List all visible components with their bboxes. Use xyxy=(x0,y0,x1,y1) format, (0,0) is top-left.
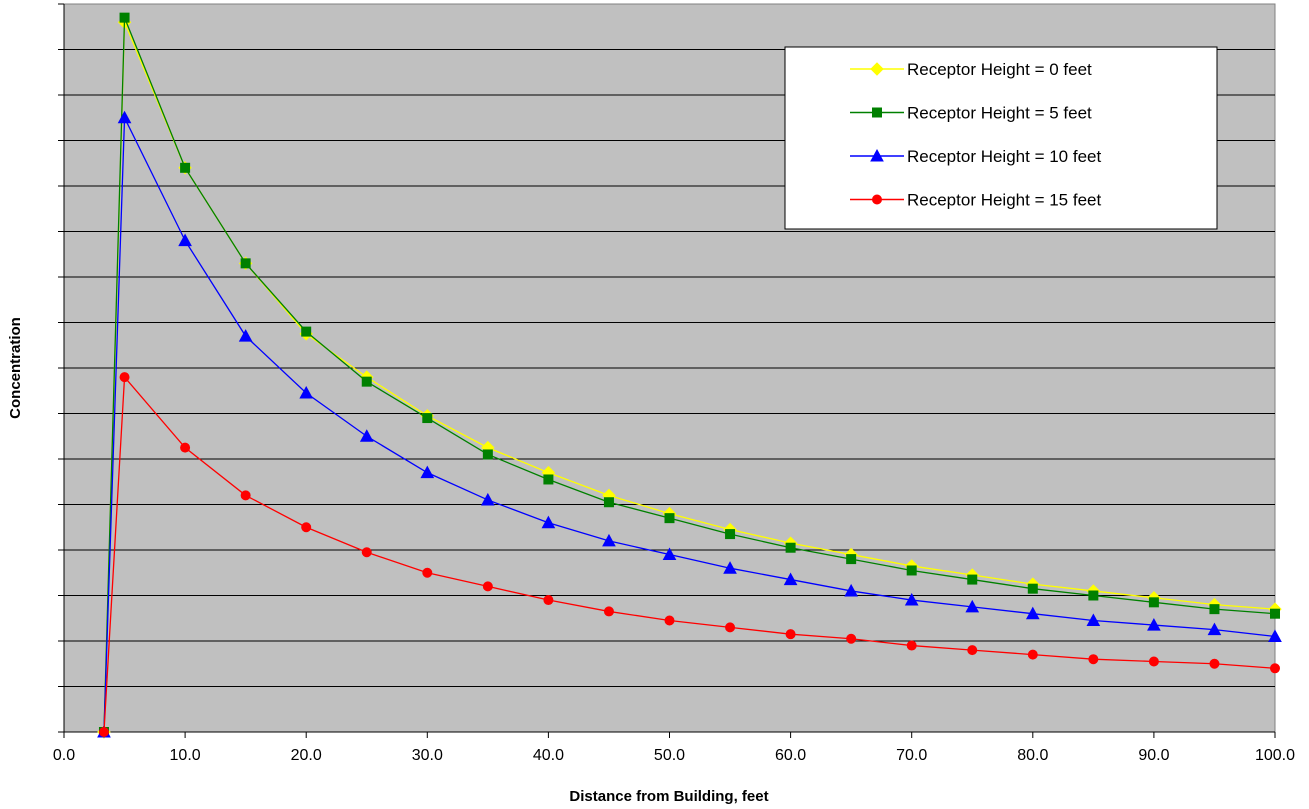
x-tick-label: 90.0 xyxy=(1138,747,1169,764)
x-tick-labels: 0.0 10.0 20.0 30.0 40.0 50.0 60.0 70.0 80.0 90.0 1… xyxy=(53,747,1295,764)
data-point xyxy=(1088,590,1099,601)
series-layer xyxy=(97,12,1282,739)
legend-entry: Receptor Height = 0 feet xyxy=(850,60,1092,79)
data-point xyxy=(725,622,736,633)
data-point xyxy=(238,329,253,342)
legend-label: Receptor Height = 15 feet xyxy=(907,191,1101,210)
data-point xyxy=(904,593,919,606)
legend-label: Receptor Height = 5 feet xyxy=(907,104,1092,123)
data-point xyxy=(240,490,251,501)
data-point xyxy=(967,574,978,585)
axes xyxy=(58,3,1276,738)
x-tick-label: 10.0 xyxy=(170,747,201,764)
data-point xyxy=(785,542,796,553)
legend-box xyxy=(784,46,1218,230)
x-tick-label: 0.0 xyxy=(53,747,75,764)
data-point xyxy=(481,492,495,506)
x-tick-label: 40.0 xyxy=(533,747,564,764)
data-point xyxy=(662,547,677,561)
data-point xyxy=(602,533,616,547)
data-point xyxy=(1270,663,1280,674)
series-4 xyxy=(98,372,1280,737)
data-point xyxy=(361,376,372,387)
data-point xyxy=(1086,613,1101,627)
legend-label: Receptor Height = 10 feet xyxy=(907,147,1101,166)
data-point xyxy=(361,547,372,558)
data-point xyxy=(1148,597,1159,608)
x-tick-label: 80.0 xyxy=(1017,747,1048,764)
data-point xyxy=(846,554,857,565)
data-point xyxy=(1268,629,1282,642)
data-point xyxy=(967,645,978,656)
data-point xyxy=(783,572,798,586)
data-point xyxy=(906,565,917,576)
x-tick-label: 20.0 xyxy=(291,747,322,764)
data-point xyxy=(1148,656,1159,667)
legend-entry: Receptor Height = 15 feet xyxy=(850,191,1101,210)
data-point xyxy=(1209,658,1220,669)
x-tick-label: 60.0 xyxy=(775,747,806,764)
data-point xyxy=(603,497,614,508)
data-point xyxy=(359,429,374,442)
legend-swatch-marker xyxy=(872,194,882,205)
x-tick-label: 100.0 xyxy=(1255,747,1295,764)
data-point xyxy=(543,595,554,606)
legend-swatch-marker xyxy=(870,148,884,162)
y-axis-title: Concentration xyxy=(7,317,24,419)
data-point xyxy=(723,561,737,574)
data-point xyxy=(664,615,675,626)
data-point xyxy=(117,110,132,124)
data-point xyxy=(482,449,493,460)
data-point xyxy=(725,529,736,540)
data-point xyxy=(1027,583,1038,594)
data-point xyxy=(301,326,312,337)
data-point xyxy=(1207,622,1222,636)
x-tick-label: 30.0 xyxy=(412,747,443,764)
data-point xyxy=(180,162,191,173)
x-tick-label: 70.0 xyxy=(896,747,927,764)
data-point xyxy=(1088,654,1099,665)
data-point xyxy=(846,633,857,644)
data-point xyxy=(178,233,192,247)
data-point xyxy=(240,258,251,269)
data-point xyxy=(906,640,917,651)
data-point xyxy=(543,474,554,485)
legend-swatch-marker xyxy=(870,62,884,76)
data-point xyxy=(1027,649,1038,660)
data-point xyxy=(844,583,858,597)
legend-entry: Receptor Height = 5 feet xyxy=(850,104,1092,123)
data-point xyxy=(603,606,614,617)
grid-lines xyxy=(64,49,1275,687)
data-point xyxy=(1147,618,1161,631)
data-point xyxy=(299,385,314,399)
data-point xyxy=(1209,604,1220,615)
data-point xyxy=(119,12,130,23)
data-point xyxy=(98,727,109,737)
x-axis-title: Distance from Building, feet xyxy=(569,788,768,805)
data-point xyxy=(180,442,191,453)
data-point xyxy=(541,515,556,529)
legend: Receptor Height = 0 feet Receptor Height … xyxy=(784,46,1218,230)
data-point xyxy=(664,513,675,524)
data-point xyxy=(301,522,312,533)
data-point xyxy=(420,465,435,479)
data-point xyxy=(785,629,796,640)
data-point xyxy=(422,413,433,424)
legend-swatch-marker xyxy=(872,107,882,118)
legend-label: Receptor Height = 0 feet xyxy=(907,60,1092,79)
data-point xyxy=(965,599,980,613)
x-tick-label: 50.0 xyxy=(654,747,685,764)
data-point xyxy=(1270,608,1280,619)
data-point xyxy=(482,581,493,592)
data-point xyxy=(422,567,433,578)
data-point xyxy=(1025,606,1040,620)
series-2 xyxy=(98,12,1280,737)
data-point xyxy=(119,372,130,383)
legend-entries: Receptor Height = 0 feet Receptor Height … xyxy=(850,60,1101,210)
legend-entry: Receptor Height = 10 feet xyxy=(850,147,1101,166)
